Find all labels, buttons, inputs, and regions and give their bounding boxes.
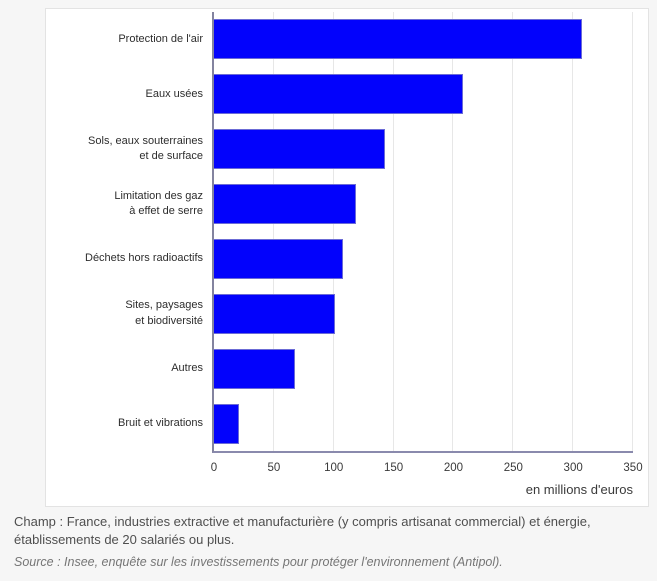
bar-row [214, 67, 633, 122]
grid-line [512, 12, 514, 451]
bar-row [214, 12, 633, 67]
plot-area [212, 12, 633, 453]
x-tick-label: 300 [563, 462, 583, 474]
grid-line [272, 12, 274, 451]
bar-row [214, 396, 633, 451]
bar [214, 129, 386, 170]
bar-row [214, 122, 633, 177]
x-axis-title: en millions d'euros [525, 482, 633, 497]
x-tick-label: 150 [383, 462, 404, 474]
x-tick-label: 0 [210, 462, 218, 474]
grid-line [452, 12, 454, 451]
grid-line [632, 12, 633, 451]
champ-note: Champ : France, industries extractive et… [14, 514, 591, 547]
grid-line [572, 12, 574, 451]
bar [214, 293, 335, 334]
bar [214, 403, 240, 444]
category-label: Bruit et vibrations [118, 416, 203, 429]
category-label: Déchets hors radioactifs [85, 252, 203, 265]
source-note: Source : Insee, enquête sur les investis… [14, 555, 503, 569]
bar [214, 74, 463, 115]
category-label: Sols, eaux souterraines et de surface [88, 134, 203, 163]
x-tick-label: 350 [623, 462, 643, 474]
bar [214, 184, 357, 225]
x-tick-label: 250 [503, 462, 523, 474]
grid-line [392, 12, 394, 451]
bar-row [214, 341, 633, 396]
bar-row [214, 177, 633, 232]
x-tick-label: 200 [443, 462, 464, 474]
footer-notes: Champ : France, industries extractive et… [14, 513, 650, 569]
category-label: Protection de l'air [118, 32, 203, 45]
grid-line [332, 12, 334, 451]
bars-area [214, 12, 633, 451]
x-tick-label: 50 [267, 462, 281, 474]
category-label: Limitation des gaz à effet de serre [114, 189, 203, 218]
category-label: Autres [171, 361, 203, 374]
x-axis-ticks: 0 50 100 150 200 250 300 350 [210, 462, 643, 477]
category-label: Eaux usées [145, 87, 203, 100]
category-label: Sites, paysages et biodiversité [125, 299, 203, 327]
bar [214, 348, 296, 389]
bar-row [214, 286, 633, 341]
chart-card: Protection de l'air Eaux usées Sols, eaux … [45, 8, 649, 507]
bar-row [214, 232, 633, 287]
bar [214, 19, 582, 60]
bar [214, 238, 344, 279]
category-labels: Protection de l'air Eaux usées Sols, eaux … [46, 12, 212, 453]
x-tick-label: 100 [324, 462, 344, 474]
